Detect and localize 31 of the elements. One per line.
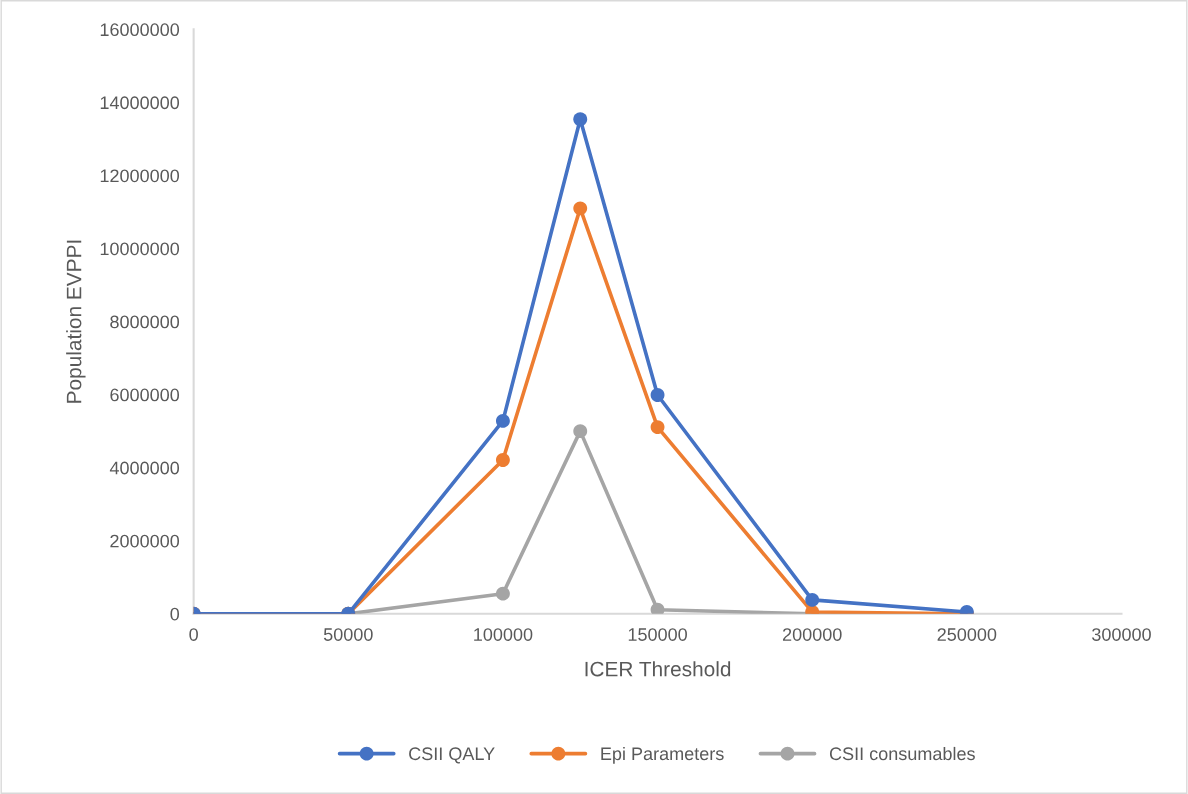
y-tick-label: 12000000	[100, 169, 180, 183]
y-tick-label: 0	[170, 607, 180, 621]
point	[495, 586, 510, 601]
y-tick-label: 14000000	[100, 96, 180, 110]
x-tick-label: 50000	[323, 628, 373, 641]
x-axis-title: ICER Threshold	[585, 661, 731, 677]
point	[495, 413, 510, 428]
y-tick-label: 2000000	[110, 534, 180, 548]
legend-label: CSII QALY	[409, 747, 495, 764]
x-tick-label: 150000	[628, 628, 687, 641]
point	[573, 424, 588, 439]
point	[495, 453, 510, 467]
y-tick-label: 6000000	[110, 388, 180, 402]
legend-label: CSII consumables	[829, 746, 975, 761]
x-tick-label: 200000	[782, 628, 842, 641]
point	[805, 592, 820, 607]
y-tick-label: 4000000	[109, 461, 180, 475]
point	[650, 602, 665, 614]
y-tick-label: 10000000	[100, 242, 180, 256]
x-tick-label: 300000	[1092, 628, 1151, 641]
x-tick-label: 250000	[937, 628, 997, 641]
legend-label: Epi Parameters	[601, 746, 724, 764]
x-tick-label: 0	[189, 628, 198, 641]
point	[650, 420, 665, 435]
y-tick-label: 8000000	[110, 315, 180, 329]
y-tick-label: 16000000	[100, 23, 180, 37]
point	[650, 388, 665, 402]
point	[573, 112, 588, 127]
x-tick-label: 100000	[474, 628, 533, 641]
point	[573, 201, 588, 216]
y-axis-title: Population EVPPI	[66, 240, 86, 403]
